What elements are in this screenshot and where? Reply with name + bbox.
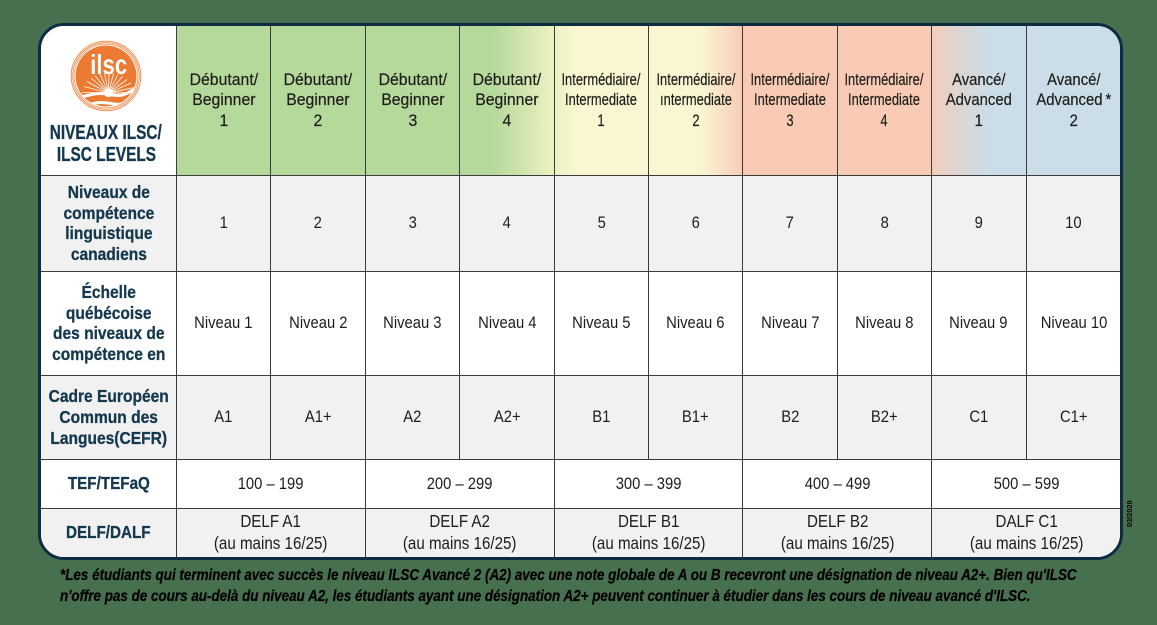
svg-text:ilsc: ilsc xyxy=(90,49,127,80)
